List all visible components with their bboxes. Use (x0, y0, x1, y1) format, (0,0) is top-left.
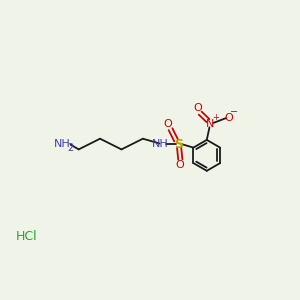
Text: O: O (164, 119, 172, 129)
Text: HCl: HCl (16, 230, 38, 243)
Text: O: O (224, 113, 233, 123)
Text: S: S (174, 138, 183, 151)
Text: 2: 2 (67, 142, 73, 153)
Text: +: + (212, 113, 219, 122)
Text: NH: NH (54, 139, 71, 149)
Text: O: O (176, 160, 184, 170)
Text: N: N (206, 118, 214, 128)
Text: NH: NH (152, 139, 169, 149)
Text: −: − (230, 107, 238, 117)
Text: O: O (194, 103, 202, 113)
